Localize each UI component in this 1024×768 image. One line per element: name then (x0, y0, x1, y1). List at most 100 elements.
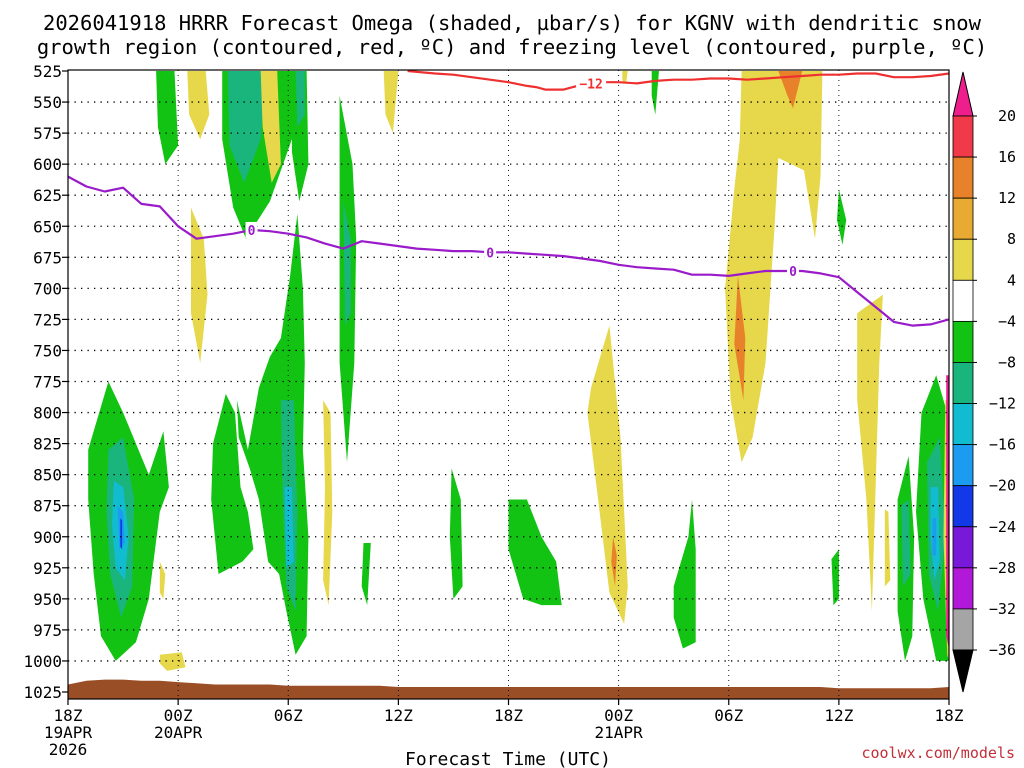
omega-region-green (236, 213, 309, 655)
y-tick-label: 900 (33, 528, 62, 547)
y-tick-label: 825 (33, 435, 62, 454)
x-tick-date: 19APR (44, 723, 93, 742)
colorbar: 20 16 12 8 4 −4 −8 −12 −16 −20 −24 −28 −32 −36 (952, 71, 1016, 693)
y-tick-label: 800 (33, 404, 62, 423)
x-axis-label: Forecast Time (UTC) (405, 749, 611, 768)
pressure-axis: 525 550 575 600 625 650 675 700 725 750 775 800 825 8… (23, 62, 68, 702)
colorbar-band (952, 608, 974, 651)
x-tick-label: 12Z (384, 706, 413, 725)
colorbar-label: 12 (998, 189, 1016, 207)
omega-region-teal (227, 71, 267, 183)
colorbar-band (952, 362, 974, 404)
y-tick-label: 675 (33, 248, 62, 267)
y-tick-label: 550 (33, 93, 62, 112)
omega-region-yellow (260, 71, 281, 183)
omega-region-yellow (383, 71, 399, 134)
omega-region-green (508, 499, 562, 606)
y-tick-label: 625 (33, 186, 62, 205)
omega-region-green (673, 499, 696, 649)
colorbar-band (952, 156, 974, 199)
colorbar-label: −36 (989, 641, 1016, 659)
freezing-level-line (68, 175, 949, 327)
omega-region-green (211, 393, 254, 574)
omega-region-navy (120, 518, 123, 550)
dgz-label-bg (576, 75, 607, 92)
y-tick-label: 1000 (23, 652, 62, 671)
colorbar-bottom-arrow (952, 649, 974, 693)
x-tick-date: 20APR (154, 723, 203, 742)
freezing-level-label: 0 (248, 224, 256, 239)
colorbar-band (952, 320, 974, 363)
omega-region-cyan (284, 487, 294, 568)
omega-region-yellow (622, 71, 628, 84)
omega-region-green (156, 71, 179, 165)
colorbar-label: −28 (989, 559, 1016, 577)
colorbar-band (952, 567, 974, 610)
y-tick-label: 850 (33, 466, 62, 485)
omega-region-yellow (187, 71, 210, 140)
y-tick-label: 775 (33, 373, 62, 392)
omega-region-teal (295, 71, 305, 127)
y-tick-label: 975 (33, 621, 62, 640)
x-tick-label: 06Z (714, 706, 743, 725)
credit-label: coolwx.com/models (861, 744, 1015, 762)
y-tick-label: 725 (33, 310, 62, 329)
freezing-label-bg (786, 262, 799, 279)
freezing-level-label: 0 (486, 246, 494, 261)
y-tick-label: 525 (33, 62, 62, 81)
omega-region-teal (901, 499, 911, 587)
omega-region-green (651, 71, 659, 115)
colorbar-label: −12 (989, 395, 1016, 413)
dgz-contour-line (407, 70, 949, 91)
y-tick-label: 750 (33, 341, 62, 360)
omega-region-yellow (323, 400, 333, 606)
dgz-contour-label: −12 (579, 77, 602, 92)
y-tick-label: 650 (33, 217, 62, 236)
colorbar-label: −20 (989, 477, 1016, 495)
chart-title-line-1: 2026041918 HRRR Forecast Omega (shaded, … (43, 11, 982, 35)
y-tick-label: 575 (33, 124, 62, 143)
colorbar-band (952, 526, 974, 569)
omega-shaded-regions (88, 71, 949, 671)
y-tick-label: 925 (33, 559, 62, 578)
colorbar-label: −4 (998, 312, 1016, 330)
freezing-label-bg (245, 221, 258, 238)
x-tick-label: 00Z (604, 706, 633, 725)
x-tick-label: 12Z (824, 706, 853, 725)
omega-region-magenta (946, 375, 949, 649)
colorbar-band (952, 403, 974, 446)
omega-region-yellow (884, 509, 891, 587)
terrain-layer (68, 679, 949, 699)
terrain-area (68, 679, 949, 699)
colorbar-top-arrow (952, 71, 974, 117)
omega-region-yellow (159, 561, 166, 599)
x-tick-year: 2026 (49, 740, 88, 759)
x-tick-label: 06Z (274, 706, 303, 725)
omega-region-yellow (191, 207, 208, 363)
y-tick-label: 600 (33, 155, 62, 174)
omega-region-yellow (857, 294, 883, 612)
y-tick-label: 700 (33, 279, 62, 298)
omega-region-orange (778, 71, 803, 109)
omega-region-green (449, 468, 463, 599)
y-tick-label: 950 (33, 590, 62, 609)
colorbar-label: 8 (1007, 230, 1016, 248)
omega-region-green (837, 189, 847, 245)
colorbar-label: −8 (998, 353, 1016, 371)
freezing-level-label: 0 (789, 265, 797, 280)
y-tick-label: 875 (33, 497, 62, 516)
colorbar-band (952, 444, 974, 487)
x-tick-label: 00Z (164, 706, 193, 725)
colorbar-label: −16 (989, 436, 1016, 454)
colorbar-label: 20 (998, 107, 1016, 125)
contour-lines: 0 0 0 −12 (68, 70, 949, 327)
x-tick-label: 18Z (494, 706, 523, 725)
chart-title-line-2: growth region (contoured, red, ºC) and f… (37, 35, 987, 59)
omega-region-yellow (725, 71, 823, 463)
omega-region-blue (932, 518, 937, 556)
colorbar-band (952, 485, 974, 528)
colorbar-band (952, 238, 974, 281)
y-tick-label: 1025 (23, 683, 62, 702)
